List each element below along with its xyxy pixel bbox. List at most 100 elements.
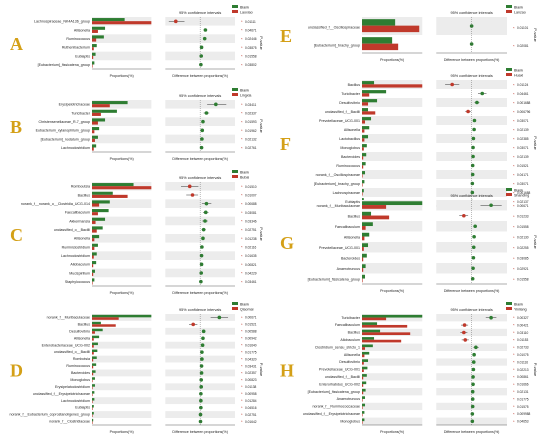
p-value: 0.01558 xyxy=(517,278,529,282)
p-value: 0.03085 xyxy=(517,257,529,261)
ci-point xyxy=(198,419,203,424)
bar-group1 xyxy=(92,370,96,373)
significance-star: * xyxy=(241,322,243,327)
legend-swatch-group1 xyxy=(506,5,512,8)
ci-point xyxy=(201,336,205,341)
feature-label: Romboutsia xyxy=(71,185,90,189)
bar-group1 xyxy=(92,235,100,239)
p-value: 0.01521 xyxy=(245,323,257,327)
bar-group1 xyxy=(362,180,365,184)
significance-star: * xyxy=(513,199,515,204)
legend-label-group1: Blank xyxy=(240,89,249,93)
feature-label: Allobaculum xyxy=(340,338,360,342)
ci-point xyxy=(199,145,204,150)
bar-group1 xyxy=(362,243,369,248)
row-band xyxy=(362,210,423,221)
bar-group2 xyxy=(362,339,402,343)
row-band xyxy=(92,60,152,69)
p-value: 0.01962 xyxy=(245,129,257,133)
bar-group2 xyxy=(362,215,390,220)
legend-swatch-group1 xyxy=(232,88,238,91)
row-band xyxy=(362,273,423,284)
p-value: 0.01138 xyxy=(245,385,257,389)
p-value: 0.01238 xyxy=(245,237,257,241)
bar-group1 xyxy=(92,418,94,422)
bar-group2 xyxy=(362,369,364,373)
row-band xyxy=(92,34,152,43)
significance-star: * xyxy=(241,36,243,41)
bar-group1 xyxy=(92,335,100,339)
bar-group2 xyxy=(92,21,152,25)
bar-group2 xyxy=(92,345,94,348)
feature-label: Ruminococcus xyxy=(66,364,90,368)
p-value: 0.02357 xyxy=(245,371,257,375)
p-value: 0.00327 xyxy=(517,316,529,320)
significance-star: * xyxy=(513,154,515,159)
feature-label: [Eubacterium]_brachy_group xyxy=(314,44,360,48)
significance-star: * xyxy=(241,210,243,215)
significance-star: * xyxy=(241,370,243,375)
significance-star: * xyxy=(513,190,515,195)
bar-group2 xyxy=(362,257,364,262)
legend-swatch-group1 xyxy=(506,68,512,71)
legend-swatch-group1 xyxy=(506,188,512,191)
bar-group1 xyxy=(362,366,368,370)
bar-group2 xyxy=(362,347,366,350)
bar-group2 xyxy=(362,361,364,365)
p-value: 0.01101 xyxy=(517,26,529,30)
feature-label: Bacteroides xyxy=(341,155,360,159)
ci-point xyxy=(200,357,204,361)
feature-label: Allisonella xyxy=(74,237,90,241)
x-axis-label-left: Proportions(%) xyxy=(110,291,134,295)
feature-label: Allisonella xyxy=(344,128,360,132)
bar-group2 xyxy=(92,138,95,142)
ci-point xyxy=(199,391,203,396)
ci-point xyxy=(199,378,204,382)
feature-label: Bacteroides xyxy=(341,256,360,260)
bar-group2 xyxy=(92,112,101,116)
bar-group1 xyxy=(92,35,104,39)
row-band xyxy=(92,134,152,144)
feature-label: Bacillus xyxy=(348,331,361,335)
bar-group1 xyxy=(362,388,366,392)
row-band xyxy=(92,242,152,252)
row-band xyxy=(92,341,152,349)
row-band xyxy=(436,125,507,134)
bar-group2 xyxy=(362,102,369,106)
bar-group2 xyxy=(362,332,411,336)
feature-label: Allobaculum xyxy=(70,263,90,267)
bar-group1 xyxy=(92,61,95,65)
legend-label-group2: Lingxia xyxy=(240,94,251,98)
significance-star: * xyxy=(241,245,243,250)
bar-group1 xyxy=(92,18,125,22)
row-band xyxy=(92,404,152,412)
panel-letter-f: F xyxy=(280,134,291,154)
bar-group1 xyxy=(362,135,369,139)
row-band xyxy=(362,125,423,134)
significance-star: * xyxy=(513,277,515,282)
p-value: 0.03071 xyxy=(517,182,529,186)
bar-group2 xyxy=(92,352,94,355)
row-band xyxy=(92,216,152,226)
row-band xyxy=(362,200,423,211)
legend-swatch-group1 xyxy=(232,302,238,305)
panel-letter-h: H xyxy=(280,361,294,381)
bar-group2 xyxy=(362,421,363,424)
row-band xyxy=(92,277,152,286)
significance-star: * xyxy=(241,412,243,417)
panel-letter-c: C xyxy=(10,225,23,245)
bar-group1 xyxy=(92,243,98,247)
significance-star: * xyxy=(513,245,515,250)
bar-group1 xyxy=(92,209,109,213)
row-band xyxy=(362,252,423,263)
row-band xyxy=(362,263,423,274)
row-band xyxy=(92,314,152,321)
p-value: 0.03071 xyxy=(517,119,529,123)
bar-group1 xyxy=(92,191,113,195)
bar-group1 xyxy=(362,126,370,130)
significance-star: * xyxy=(513,367,515,372)
p-value: 0.02139 xyxy=(517,128,529,132)
ci-point xyxy=(471,245,476,250)
bar-group1 xyxy=(92,183,134,187)
